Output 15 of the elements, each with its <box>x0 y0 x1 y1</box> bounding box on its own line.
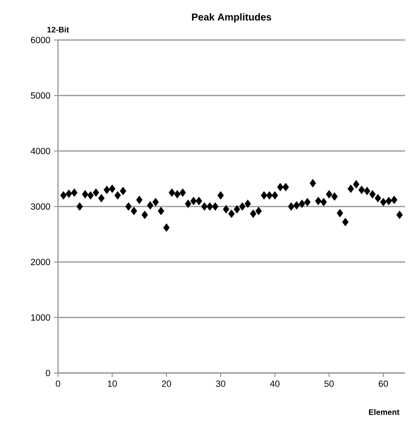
y-tick-label: 2000 <box>30 258 50 266</box>
x-tick-label: 50 <box>324 380 334 387</box>
x-tick-label: 30 <box>216 380 226 387</box>
x-tick-label: 40 <box>270 380 280 387</box>
chart-title: Peak Amplitudes <box>192 13 272 22</box>
x-tick-label: 0 <box>56 380 60 387</box>
y-tick-label: 1000 <box>31 314 50 321</box>
y-tick-label: 3000 <box>30 203 50 210</box>
y-tick-label: 4000 <box>30 148 50 154</box>
x-tick-label: 60 <box>378 380 388 387</box>
x-tick-label: 10 <box>108 380 117 387</box>
y-tick-label: 5000 <box>30 92 50 99</box>
y-tick-label: 0 <box>46 370 50 376</box>
y-tick-label: 6000 <box>30 36 50 44</box>
x-tick-label: 20 <box>162 380 172 387</box>
